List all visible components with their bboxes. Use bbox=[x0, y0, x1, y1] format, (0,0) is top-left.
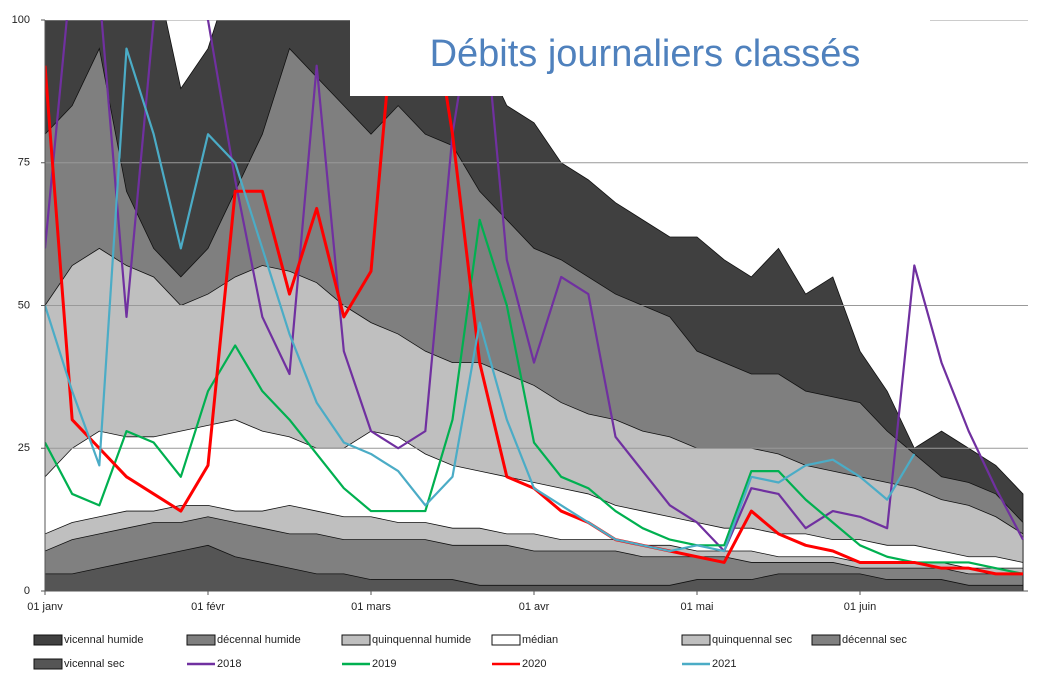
legend-label: quinquennal sec bbox=[712, 634, 793, 646]
legend-label: 2019 bbox=[372, 658, 396, 670]
x-tick-label: 01 mars bbox=[351, 601, 391, 613]
title-box bbox=[350, 12, 930, 96]
legend-swatch bbox=[341, 634, 371, 646]
plot-area bbox=[45, 20, 1028, 591]
legend-swatch bbox=[811, 634, 841, 646]
x-tick-label: 01 mai bbox=[680, 601, 713, 613]
legend-label: 2018 bbox=[217, 658, 241, 670]
legend-label: vicennal sec bbox=[64, 658, 125, 670]
y-tick-label: 25 bbox=[18, 442, 30, 454]
axes: 0 25 50 75 100 01 janv 01 févr 01 mars 01 avr 01 … bbox=[12, 14, 1028, 613]
legend-swatch bbox=[186, 634, 216, 646]
x-tick-label: 01 juin bbox=[844, 601, 876, 613]
y-tick-label: 100 bbox=[12, 14, 30, 26]
legend-swatch bbox=[681, 634, 711, 646]
x-tick-label: 01 janv bbox=[27, 601, 63, 613]
legend-label: décennal sec bbox=[842, 634, 907, 646]
legend-swatch bbox=[33, 634, 63, 646]
legend-label: médian bbox=[522, 634, 558, 646]
legend-label: 2020 bbox=[522, 658, 546, 670]
legend-swatch bbox=[491, 634, 521, 646]
legend-label: 2021 bbox=[712, 658, 736, 670]
legend-swatch bbox=[33, 658, 63, 670]
x-tick-label: 01 avr bbox=[519, 601, 550, 613]
legend-label: décennal humide bbox=[217, 634, 301, 646]
line bbox=[45, 47, 916, 553]
line bbox=[45, 20, 1024, 553]
legend-label: vicennal humide bbox=[64, 634, 144, 646]
legend-label: quinquennal humide bbox=[372, 634, 471, 646]
y-tick-label: 75 bbox=[18, 157, 30, 169]
y-tick-label: 50 bbox=[18, 299, 30, 311]
x-tick-label: 01 févr bbox=[191, 601, 225, 613]
y-tick-label: 0 bbox=[24, 585, 30, 597]
area bbox=[45, 544, 1024, 591]
chart-title: Débits journaliers classés bbox=[430, 33, 861, 75]
line bbox=[45, 218, 1024, 575]
